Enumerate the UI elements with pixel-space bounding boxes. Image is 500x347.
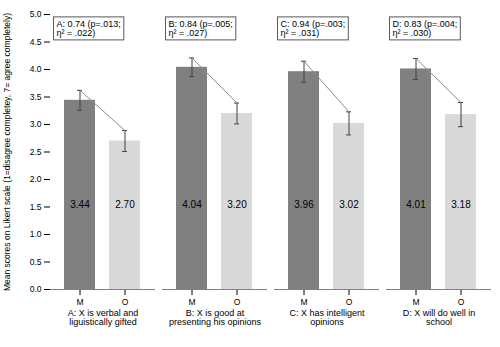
svg-text:4.01: 4.01 <box>406 199 426 210</box>
svg-text:2.5: 2.5 <box>30 147 42 157</box>
svg-text:O: O <box>122 297 129 307</box>
svg-text:Mean scores on Likert scale (1: Mean scores on Likert scale (1=disagree … <box>2 13 12 291</box>
svg-text:O: O <box>458 297 465 307</box>
svg-text:1.5: 1.5 <box>30 202 42 212</box>
svg-text:0.5: 0.5 <box>30 257 42 267</box>
svg-text:3.20: 3.20 <box>227 199 247 210</box>
svg-text:3.0: 3.0 <box>30 119 42 129</box>
svg-text:B: X is good atpresenting his: B: X is good atpresenting his opinions <box>169 308 262 327</box>
svg-text:D: X will do well inschool: D: X will do well inschool <box>403 308 476 327</box>
svg-text:O: O <box>346 297 353 307</box>
svg-text:4.04: 4.04 <box>182 199 202 210</box>
svg-text:3.44: 3.44 <box>70 199 90 210</box>
svg-text:A: 0.74 (p=.013;η² = .022): A: 0.74 (p=.013;η² = .022) <box>57 19 121 38</box>
svg-text:4.5: 4.5 <box>30 37 42 47</box>
svg-text:M: M <box>76 297 83 307</box>
svg-text:B: 0.84 (p=.005;η² = .027): B: 0.84 (p=.005;η² = .027) <box>169 19 233 38</box>
svg-text:3.02: 3.02 <box>339 199 359 210</box>
svg-text:4.0: 4.0 <box>30 64 42 74</box>
svg-text:C: 0.94 (p=.003;η² = .031): C: 0.94 (p=.003;η² = .031) <box>281 19 346 38</box>
svg-text:D: 0.83 (p=.004;η² = .030): D: 0.83 (p=.004;η² = .030) <box>393 19 458 38</box>
svg-text:M: M <box>300 297 307 307</box>
svg-text:3.96: 3.96 <box>294 199 314 210</box>
svg-text:M: M <box>412 297 419 307</box>
svg-text:3.18: 3.18 <box>451 199 471 210</box>
svg-text:M: M <box>188 297 195 307</box>
svg-text:A: X is verbal andliguisticall: A: X is verbal andliguistically gifted <box>68 308 139 327</box>
svg-text:O: O <box>234 297 241 307</box>
svg-text:0.0: 0.0 <box>30 284 42 294</box>
svg-text:2.0: 2.0 <box>30 174 42 184</box>
svg-text:3.5: 3.5 <box>30 92 42 102</box>
svg-text:2.70: 2.70 <box>115 199 135 210</box>
svg-text:5.0: 5.0 <box>30 9 42 19</box>
svg-text:C: X has intelligentopinions: C: X has intelligentopinions <box>289 308 365 327</box>
svg-text:1.0: 1.0 <box>30 229 42 239</box>
